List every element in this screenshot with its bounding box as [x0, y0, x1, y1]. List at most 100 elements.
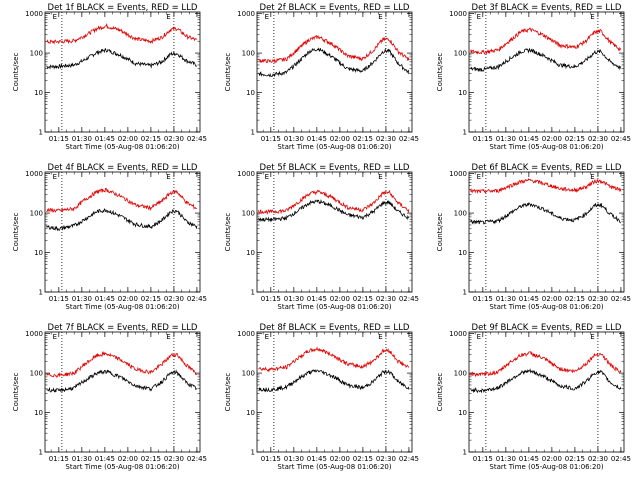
x-tick-label: 02:00: [118, 455, 138, 463]
events-series-line: [470, 201, 621, 225]
x-tick-label: 01:30: [496, 295, 516, 303]
y-tick-label: 100: [242, 50, 255, 58]
lld-series-line: [258, 346, 410, 373]
x-axis-label: Start Time (05-Aug-08 01:06:20): [277, 463, 391, 471]
y-tick-label: 10: [246, 409, 255, 417]
x-tick-label: 02:45: [399, 295, 419, 303]
event-marker-label: E: [265, 13, 269, 21]
x-axis-label: Start Time (05-Aug-08 01:06:20): [65, 143, 179, 151]
event-marker-label: E: [477, 173, 481, 181]
x-axis-label: Start Time (05-Aug-08 01:06:20): [277, 303, 391, 311]
chart-title: Det 6f BLACK = Events, RED = LLD: [472, 163, 622, 173]
event-marker-label: E: [378, 333, 382, 341]
x-tick-label: 01:15: [49, 295, 69, 303]
x-tick-label: 02:15: [565, 295, 585, 303]
y-tick-label: 1000: [449, 330, 467, 338]
chart-panel-7: Det 7f BLACK = Events, RED = LLD 1 10 100 10…: [12, 323, 207, 471]
y-tick-label: 1: [463, 289, 467, 297]
y-tick-label: 100: [30, 210, 43, 218]
y-axis-label: Counts/sec: [12, 53, 20, 92]
x-tick-label: 02:15: [353, 295, 373, 303]
x-tick-label: 02:15: [565, 455, 585, 463]
x-tick-label: 01:30: [284, 455, 304, 463]
y-tick-label: 1000: [25, 10, 43, 18]
x-tick-label: 02:15: [141, 455, 161, 463]
x-tick-label: 02:00: [542, 135, 562, 143]
x-tick-label: 02:15: [353, 135, 373, 143]
x-tick-label: 02:45: [611, 455, 631, 463]
x-tick-label: 02:30: [376, 295, 396, 303]
x-axis-label: Start Time (05-Aug-08 01:06:20): [65, 463, 179, 471]
chart-panel-6: Det 6f BLACK = Events, RED = LLD 1 10 100 10…: [436, 163, 631, 311]
x-tick-label: 02:45: [611, 135, 631, 143]
y-tick-label: 100: [454, 210, 467, 218]
y-axis-label: Counts/sec: [436, 53, 444, 92]
x-tick-label: 02:15: [141, 135, 161, 143]
x-tick-label: 01:45: [307, 135, 327, 143]
y-tick-label: 10: [246, 89, 255, 97]
x-tick-label: 01:30: [284, 295, 304, 303]
chart-panel-1: Det 1f BLACK = Events, RED = LLD 1 10 100 10…: [12, 3, 207, 151]
chart-title: Det 7f BLACK = Events, RED = LLD: [48, 323, 198, 333]
chart-title: Det 5f BLACK = Events, RED = LLD: [260, 163, 410, 173]
x-tick-label: 01:15: [261, 295, 281, 303]
chart-title: Det 4f BLACK = Events, RED = LLD: [48, 163, 198, 173]
lld-series-line: [46, 23, 198, 45]
x-tick-label: 01:30: [496, 135, 516, 143]
x-tick-label: 02:45: [399, 455, 419, 463]
y-tick-label: 1000: [25, 170, 43, 178]
y-tick-label: 100: [454, 370, 467, 378]
x-tick-label: 02:30: [588, 135, 608, 143]
y-tick-label: 10: [246, 249, 255, 257]
chart-title: Det 1f BLACK = Events, RED = LLD: [48, 3, 198, 13]
x-tick-label: 01:45: [307, 295, 327, 303]
chart-panel-5: Det 5f BLACK = Events, RED = LLD 1 10 100 10…: [224, 163, 419, 311]
x-tick-label: 02:00: [118, 295, 138, 303]
chart-panel-8: Det 8f BLACK = Events, RED = LLD 1 10 100 10…: [224, 323, 419, 471]
event-marker-label: E: [590, 333, 594, 341]
x-tick-label: 01:45: [519, 455, 539, 463]
events-series-line: [258, 47, 410, 78]
x-tick-label: 02:30: [588, 295, 608, 303]
y-tick-label: 1000: [449, 10, 467, 18]
event-marker-label: E: [590, 173, 594, 181]
chart-panel-3: Det 3f BLACK = Events, RED = LLD 1 10 100 10…: [436, 3, 631, 151]
event-marker-label: E: [477, 333, 481, 341]
x-axis-label: Start Time (05-Aug-08 01:06:20): [277, 143, 391, 151]
events-series-line: [470, 47, 622, 73]
chart-title: Det 9f BLACK = Events, RED = LLD: [472, 323, 622, 333]
y-tick-label: 100: [30, 370, 43, 378]
y-tick-label: 1: [39, 129, 43, 137]
y-tick-label: 100: [242, 370, 255, 378]
y-tick-label: 1000: [237, 170, 255, 178]
x-tick-label: 02:30: [164, 295, 184, 303]
lld-series-line: [258, 35, 410, 64]
x-tick-label: 01:15: [473, 455, 493, 463]
y-tick-label: 1000: [25, 330, 43, 338]
y-tick-label: 10: [34, 409, 43, 417]
x-tick-label: 01:45: [95, 455, 115, 463]
y-axis-label: Counts/sec: [224, 53, 232, 92]
x-tick-label: 01:45: [95, 295, 115, 303]
y-tick-label: 1: [251, 289, 255, 297]
event-marker-label: E: [166, 333, 170, 341]
events-series-line: [258, 369, 410, 393]
plot-frame: [256, 171, 413, 293]
y-axis-label: Counts/sec: [436, 373, 444, 412]
x-tick-label: 01:30: [72, 135, 92, 143]
plot-frame: [44, 171, 201, 293]
event-marker-label: E: [378, 173, 382, 181]
y-axis-label: Counts/sec: [224, 213, 232, 252]
y-tick-label: 10: [458, 249, 467, 257]
x-tick-label: 02:00: [330, 455, 350, 463]
x-axis-label: Start Time (05-Aug-08 01:06:20): [489, 143, 603, 151]
chart-panel-2: Det 2f BLACK = Events, RED = LLD 1 10 100 10…: [224, 3, 419, 151]
y-tick-label: 100: [242, 210, 255, 218]
events-series-line: [470, 368, 622, 394]
lld-series-line: [470, 351, 622, 378]
x-tick-label: 01:30: [284, 135, 304, 143]
y-tick-label: 100: [30, 50, 43, 58]
x-tick-label: 02:30: [376, 455, 396, 463]
plot-frame: [468, 331, 625, 453]
lld-series-line: [470, 27, 622, 56]
